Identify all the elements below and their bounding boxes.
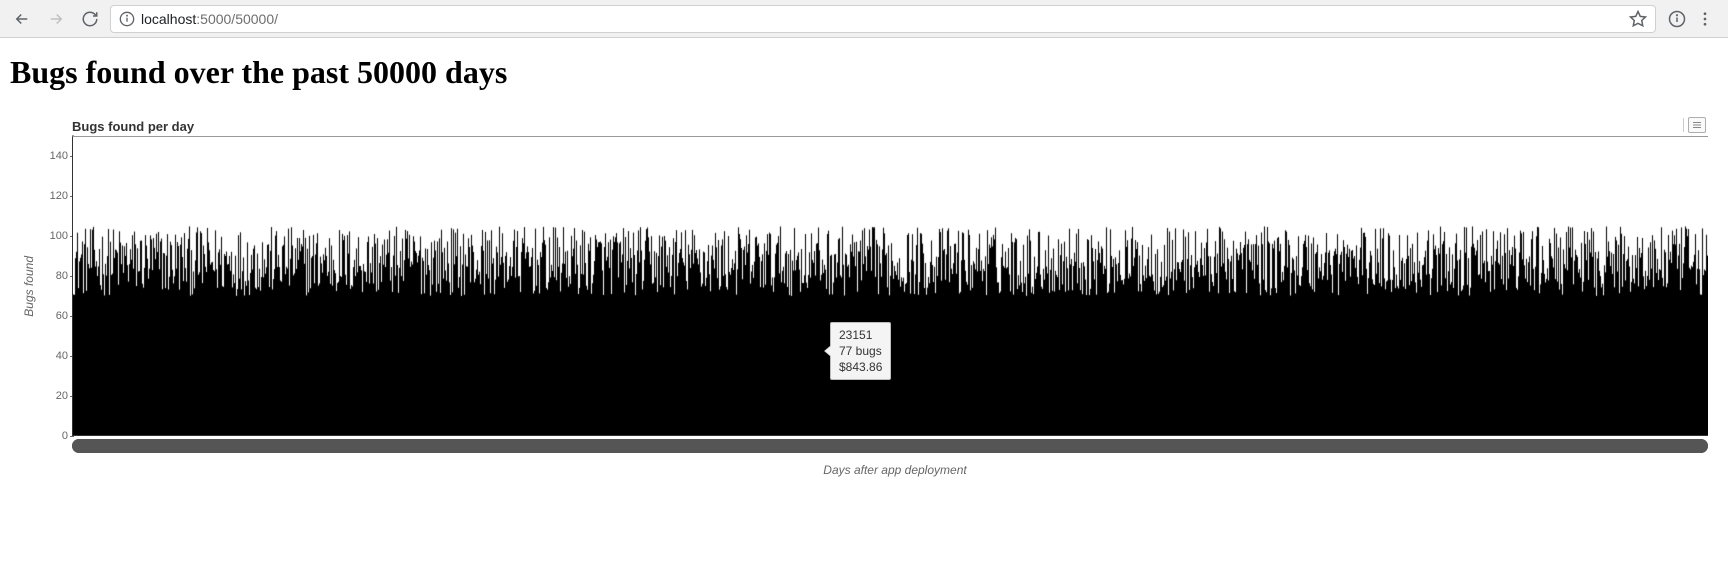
tooltip-line-cost: $843.86	[839, 359, 882, 375]
chart-canvas	[73, 137, 1708, 435]
y-axis-label: Bugs found	[20, 256, 38, 317]
y-axis: 020406080100120140	[38, 136, 72, 436]
url-path: :5000/50000/	[196, 11, 278, 27]
x-axis-label: Days after app deployment	[72, 463, 1718, 477]
page-content: Bugs found over the past 50000 days Bugs…	[0, 38, 1728, 477]
chart-menu-icon[interactable]	[1688, 117, 1706, 133]
y-tick-label: 140	[38, 150, 68, 162]
address-bar-url: localhost:5000/50000/	[141, 11, 1623, 27]
tooltip-line-x: 23151	[839, 327, 882, 343]
chart-x-scrollbar[interactable]	[72, 439, 1708, 453]
browser-right-controls	[1662, 10, 1720, 28]
reload-button[interactable]	[76, 5, 104, 33]
chart-x-scrollbar-thumb[interactable]	[72, 439, 1708, 453]
chart-subtitle: Bugs found per day	[72, 119, 1718, 134]
site-info-icon[interactable]	[119, 11, 135, 27]
y-tick-label: 60	[38, 310, 68, 322]
back-button[interactable]	[8, 5, 36, 33]
address-bar[interactable]: localhost:5000/50000/	[110, 5, 1656, 33]
browser-menu-icon[interactable]	[1696, 10, 1714, 28]
url-host: localhost	[141, 11, 196, 27]
y-tick-label: 20	[38, 390, 68, 402]
y-tick-label: 0	[38, 430, 68, 442]
browser-toolbar: localhost:5000/50000/	[0, 0, 1728, 38]
bookmark-star-icon[interactable]	[1629, 10, 1647, 28]
chart-tooltip: 23151 77 bugs $843.86	[830, 322, 891, 381]
y-tick-label: 120	[38, 190, 68, 202]
toolbar-divider	[1683, 118, 1684, 132]
page-title: Bugs found over the past 50000 days	[10, 54, 1718, 91]
y-tick-label: 40	[38, 350, 68, 362]
y-tick-label: 100	[38, 230, 68, 242]
extension-info-icon[interactable]	[1668, 10, 1686, 28]
tooltip-line-bugs: 77 bugs	[839, 343, 882, 359]
forward-button[interactable]	[42, 5, 70, 33]
chart-toolbar	[1683, 117, 1706, 133]
y-tick-label: 80	[38, 270, 68, 282]
chart-plot[interactable]: 23151 77 bugs $843.86	[72, 136, 1708, 436]
chart-container: Bugs found per day Bugs found 0 20 40 60 80 1…	[20, 119, 1718, 477]
chart-area: Bugs found 020406080100120140 23151 77 b…	[20, 136, 1718, 436]
